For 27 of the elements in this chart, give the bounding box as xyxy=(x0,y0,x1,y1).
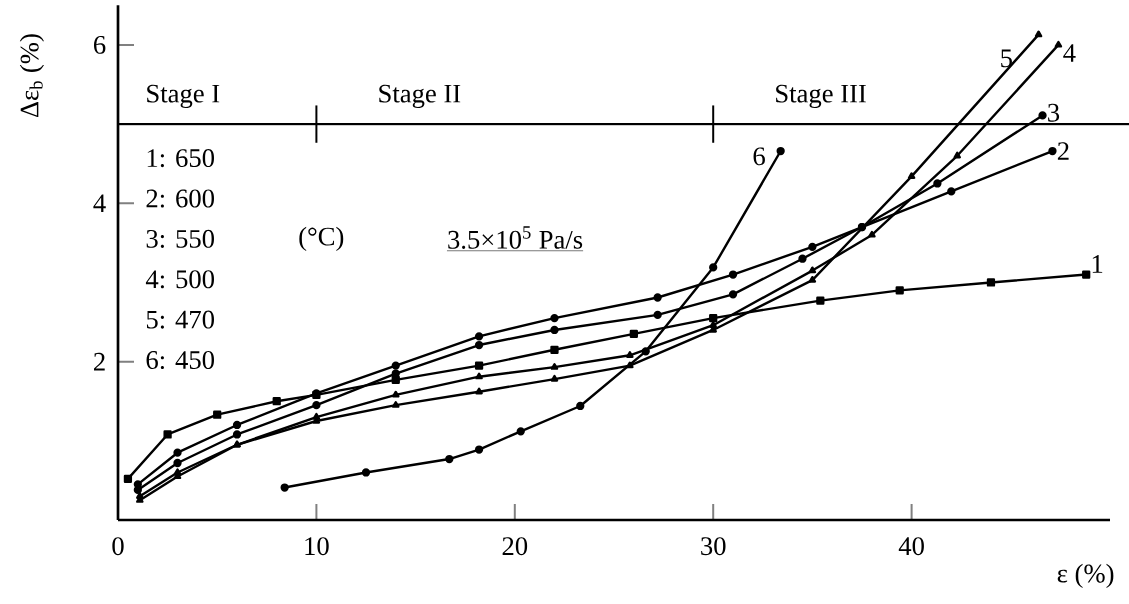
series-label: 1 xyxy=(1092,255,1103,273)
x-tick-label: 30 xyxy=(701,537,726,556)
x-tick-label: 0 xyxy=(112,537,124,556)
annotation: (°C) xyxy=(299,226,344,251)
y-tick-label: 2 xyxy=(94,352,105,371)
annotation: 3: 550 xyxy=(146,229,214,248)
series-label: 2 xyxy=(1057,142,1069,160)
y-tick-label: 6 xyxy=(94,35,106,54)
x-tick-label: 40 xyxy=(898,537,924,556)
series-label: 6 xyxy=(753,147,765,166)
annotation: 5: 470 xyxy=(146,310,214,329)
annotation: 3.5×10$^{5}$ Pa/s xyxy=(448,226,583,249)
y-tick-label: 4 xyxy=(93,194,106,213)
annotation: 1: 650 xyxy=(147,149,214,168)
series-label: 4 xyxy=(1063,44,1076,62)
annotation: Stage I xyxy=(147,84,220,109)
annotation: 6: 450 xyxy=(146,351,214,370)
x-tick-label: 10 xyxy=(305,537,329,556)
x-axis-title: ε (%) xyxy=(1057,563,1114,588)
x-tick-label: 20 xyxy=(502,537,528,556)
annotation: 2: 600 xyxy=(146,189,214,208)
series-label: 5 xyxy=(1001,49,1012,68)
annotation: Stage II xyxy=(379,84,461,109)
series-label: 3 xyxy=(1048,103,1060,122)
annotation: Stage III xyxy=(776,84,866,109)
annotation: 4: 500 xyxy=(145,270,214,289)
y-axis-title: Δε$_{b}$ (%) xyxy=(19,34,44,118)
